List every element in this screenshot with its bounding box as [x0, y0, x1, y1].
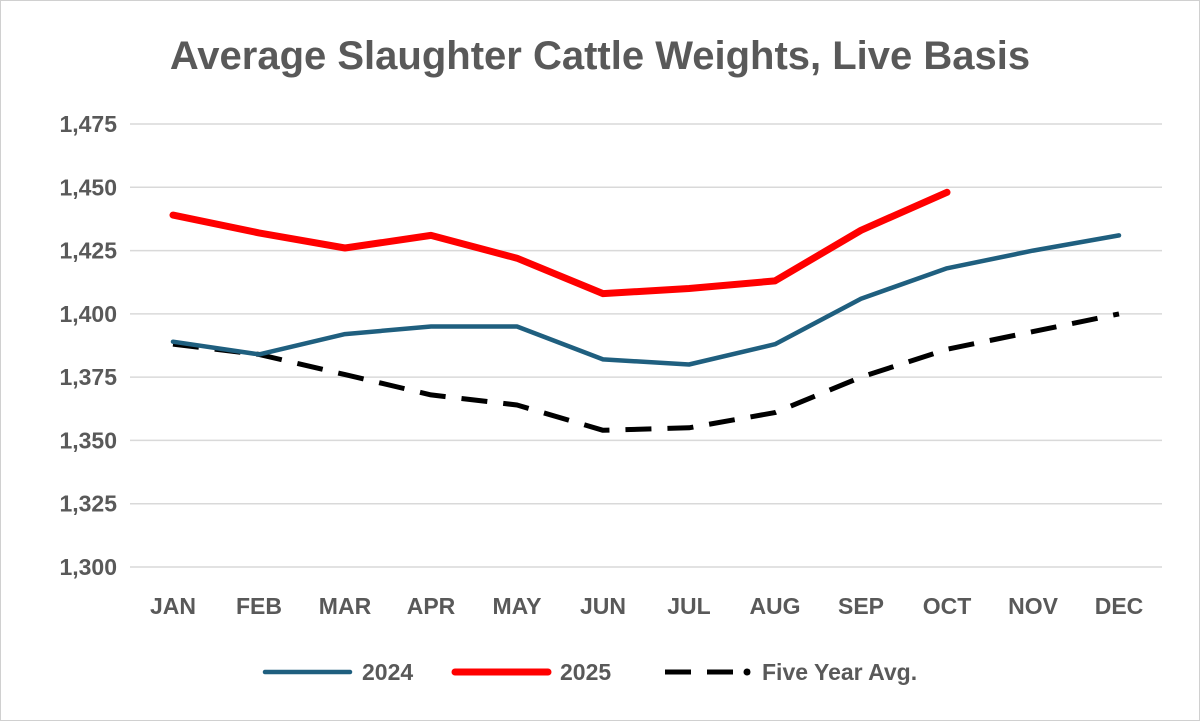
x-tick-label: JUL [667, 593, 710, 619]
y-tick-label: 1,350 [59, 427, 117, 453]
y-tick-label: 1,300 [59, 554, 117, 580]
y-tick-label: 1,400 [59, 301, 117, 327]
x-tick-label: JUN [580, 593, 626, 619]
x-tick-label: AUG [749, 593, 800, 619]
x-tick-label: OCT [923, 593, 972, 619]
gridlines [130, 123, 1162, 568]
y-tick-label: 1,475 [59, 111, 117, 137]
x-tick-label: MAR [319, 593, 372, 619]
series-line-2025 [169, 188, 951, 298]
y-tick-label: 1,425 [59, 238, 117, 264]
y-tick-label: 1,325 [59, 491, 117, 517]
y-tick-label: 1,375 [59, 364, 117, 390]
x-tick-label: NOV [1008, 593, 1059, 619]
y-axis-ticks: 1,300 1,325 1,350 1,375 1,400 1,425 1,450 1,475 [59, 111, 117, 580]
y-tick-label: 1,450 [59, 174, 117, 200]
series-line-five-year-avg [172, 311, 1120, 433]
x-axis-ticks: JAN FEB MAR APR MAY JUN JUL AUG SEP OCT NOV DEC [150, 593, 1143, 619]
x-tick-label: FEB [236, 593, 282, 619]
series-lines [169, 188, 1122, 433]
legend-label-five-year-avg: Five Year Avg. [762, 659, 917, 685]
legend-label-2024: 2024 [362, 659, 413, 685]
x-tick-label: APR [407, 593, 456, 619]
x-tick-label: MAY [493, 593, 542, 619]
x-tick-label: JAN [150, 593, 196, 619]
x-tick-label: SEP [838, 593, 884, 619]
legend-swatch-dot [743, 668, 751, 676]
chart-title: Average Slaughter Cattle Weights, Live B… [170, 34, 1030, 78]
legend-label-2025: 2025 [560, 659, 611, 685]
x-tick-label: DEC [1095, 593, 1144, 619]
legend: 2024 2025 Five Year Avg. [262, 659, 917, 685]
series-line-2024 [170, 233, 1122, 367]
